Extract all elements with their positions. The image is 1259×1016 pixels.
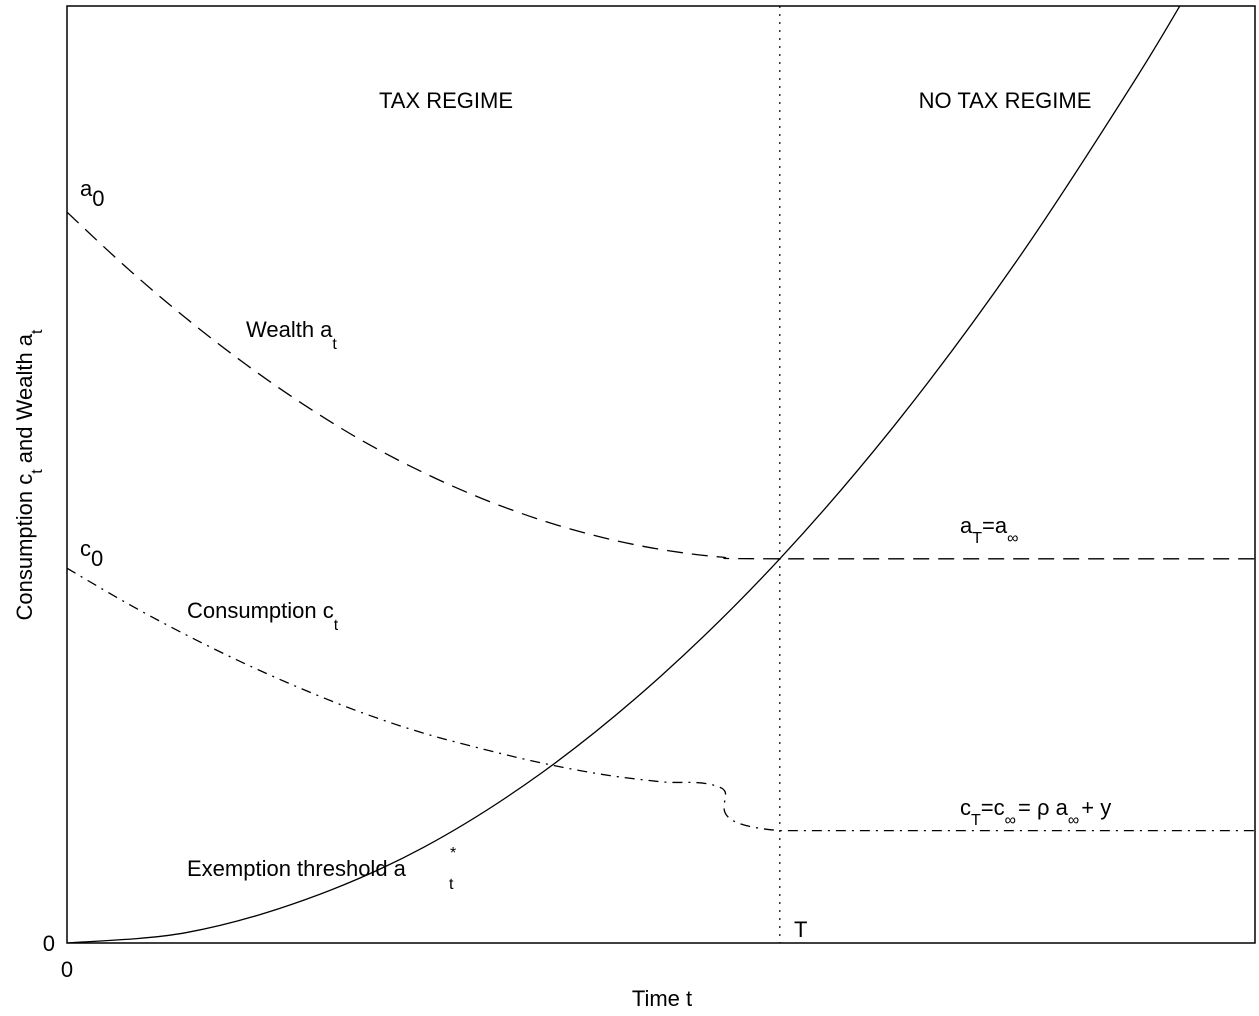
threshold-sub: t xyxy=(449,876,454,893)
a0-label: a0 xyxy=(80,176,105,211)
y-axis-label: Consumption ct and Wealth at xyxy=(12,329,46,621)
ct-cinf-label: cT=c∞= ρ a∞+ y xyxy=(960,795,1111,829)
x-axis-label: Time t xyxy=(632,986,692,1011)
threshold-label: Exemption threshold a xyxy=(187,856,407,881)
t-marker-label: T xyxy=(794,917,807,942)
series-wealth-line xyxy=(67,211,1255,560)
at-ainf-label: aT=a∞ xyxy=(960,513,1019,547)
no-tax-regime-label: NO TAX REGIME xyxy=(919,88,1092,113)
c0-label: c0 xyxy=(80,536,103,571)
series-layer xyxy=(67,6,1255,943)
y-tick-0: 0 xyxy=(43,931,55,956)
series-threshold-line xyxy=(67,6,1181,943)
threshold-sup: * xyxy=(450,845,456,862)
tax-regime-label: TAX REGIME xyxy=(379,88,513,113)
plot-area xyxy=(66,5,1256,944)
wealth-label: Wealth at xyxy=(246,317,337,353)
x-tick-0: 0 xyxy=(61,957,73,982)
series-consumption-line xyxy=(67,567,1255,832)
consumption-label: Consumption ct xyxy=(187,598,339,634)
